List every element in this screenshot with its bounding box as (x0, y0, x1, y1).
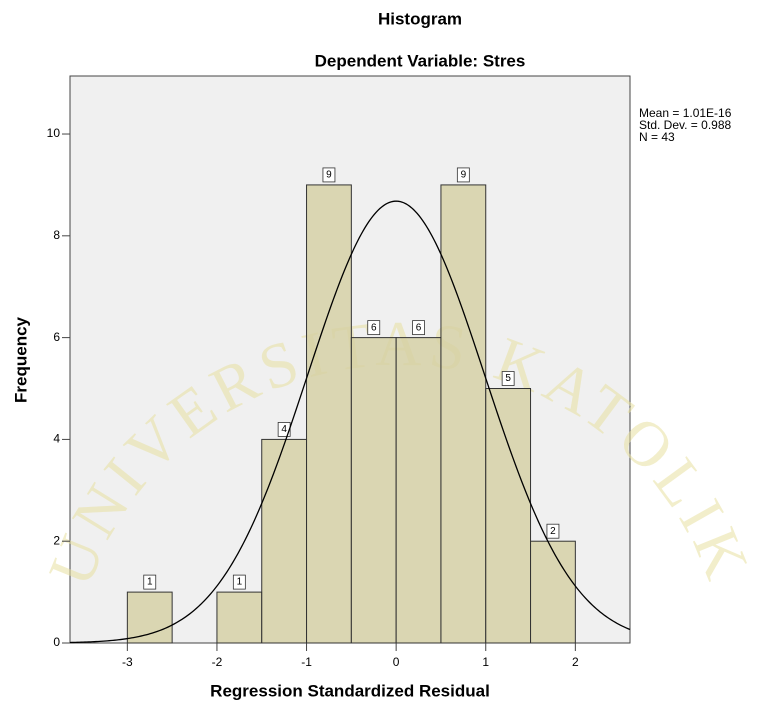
value-label: 9 (326, 170, 332, 181)
y-axis-title: Frequency (11, 316, 30, 403)
y-tick-label: 0 (53, 635, 60, 649)
bar (261, 438, 308, 644)
value-label: 5 (505, 373, 511, 384)
chart-subtitle: Dependent Variable: Stres (315, 51, 526, 70)
x-tick-label: 1 (482, 655, 489, 669)
bar (485, 388, 532, 644)
value-label: 2 (550, 526, 556, 537)
x-tick-label: -2 (212, 655, 223, 669)
value-label: 6 (416, 322, 422, 333)
stat-n: N = 43 (639, 130, 675, 144)
x-axis-title: Regression Standardized Residual (210, 681, 490, 700)
value-label-box (143, 574, 157, 590)
value-label: 4 (281, 424, 287, 435)
value-label-box (232, 574, 246, 590)
y-tick-label: 6 (53, 330, 60, 344)
bar (440, 184, 487, 644)
bar (306, 184, 352, 644)
value-label: 9 (461, 170, 467, 181)
x-tick-label: -3 (122, 655, 133, 669)
y-tick-label: 10 (47, 126, 61, 140)
value-label: 1 (147, 577, 153, 588)
marks: 0 2 4 6 8 10 -3 -2 -1 0 1 2 1 1 4 9 6 6 9 5 2 (47, 126, 631, 669)
value-label-box (546, 523, 560, 539)
value-label: 1 (237, 577, 243, 588)
stat-sd: Std. Dev. = 0.988 (639, 118, 731, 132)
bar (530, 540, 576, 644)
normal-curve (69, 200, 631, 644)
value-label: 6 (371, 322, 377, 333)
y-tick-label: 4 (53, 432, 60, 446)
value-label-box (367, 320, 381, 336)
value-label-box (322, 167, 336, 183)
y-tick-label: 8 (53, 228, 60, 242)
value-label-box (412, 320, 425, 336)
x-tick-label: 0 (393, 655, 400, 669)
bar (126, 591, 173, 644)
stat-mean: Mean = 1.01E-16 (639, 106, 732, 120)
bar (350, 337, 397, 644)
x-tick-label: -1 (301, 655, 312, 669)
value-label-box (501, 371, 515, 386)
bar (395, 337, 442, 644)
value-label-box (456, 167, 470, 183)
bar (216, 591, 263, 644)
x-tick-label: 2 (572, 655, 579, 669)
chart-title: Histogram (378, 9, 462, 28)
y-tick-label: 2 (53, 533, 60, 547)
value-label-box (277, 422, 291, 437)
